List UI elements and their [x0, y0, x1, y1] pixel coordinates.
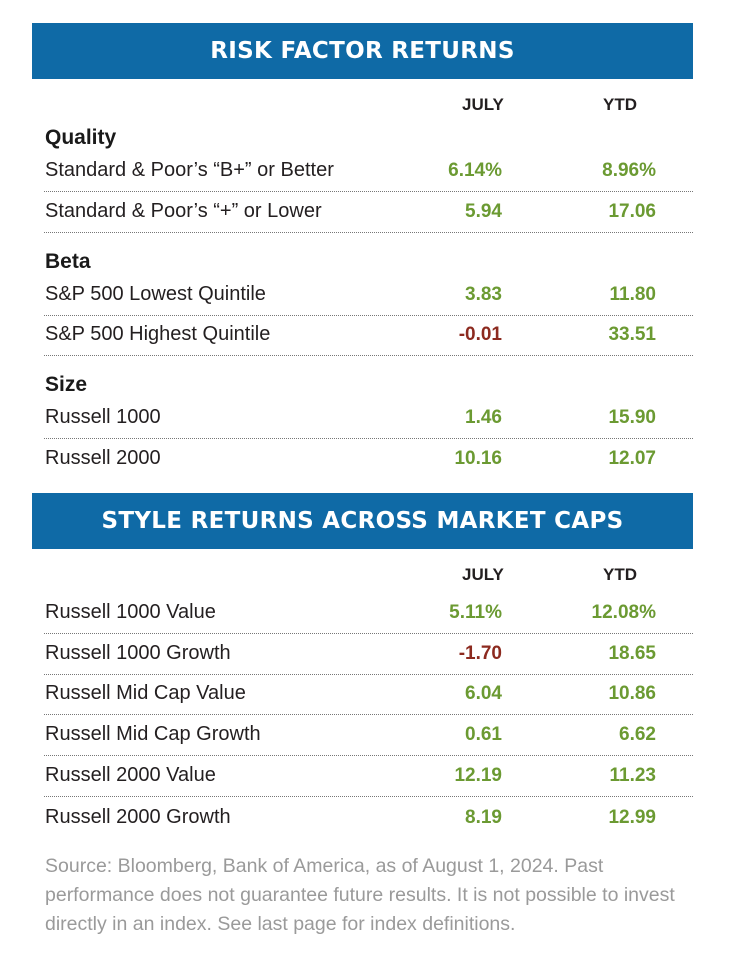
- july-value: 12.19: [454, 765, 502, 786]
- row-label: Russell 1000 Value: [45, 601, 216, 623]
- ytd-value: 33.51: [608, 324, 656, 345]
- ytd-value: 12.07: [608, 448, 656, 469]
- row-label: S&P 500 Lowest Quintile: [45, 283, 266, 305]
- ytd-value: 11.80: [609, 284, 657, 305]
- july-value: 8.19: [465, 807, 502, 828]
- july-value: 0.61: [465, 724, 502, 745]
- ytd-value: 12.08%: [591, 602, 656, 623]
- ytd-value: 15.90: [608, 407, 656, 428]
- july-value: 5.11%: [449, 602, 502, 623]
- risk-factor-july-header: JULY: [462, 95, 504, 114]
- row-label: Russell 2000 Growth: [45, 806, 231, 828]
- table-row: Standard & Poor’s “B+” or Better 6.14% 8…: [44, 153, 693, 192]
- row-label: S&P 500 Highest Quintile: [45, 323, 271, 345]
- row-label: Russell Mid Cap Value: [45, 682, 246, 704]
- row-label: Russell 1000: [45, 406, 161, 428]
- style-returns-ytd-header: YTD: [603, 565, 637, 584]
- table-row: Russell Mid Cap Growth 0.61 6.62: [44, 717, 693, 756]
- table-row: Russell 1000 Growth -1.70 18.65: [44, 636, 693, 675]
- ytd-value: 11.23: [609, 765, 657, 786]
- table-row: Standard & Poor’s “+” or Lower 5.94 17.0…: [44, 194, 693, 233]
- ytd-value: 17.06: [608, 201, 656, 222]
- july-value: 10.16: [454, 448, 502, 469]
- row-label: Standard & Poor’s “B+” or Better: [45, 159, 334, 181]
- row-label: Russell Mid Cap Growth: [45, 723, 261, 745]
- risk-factor-ytd-header: YTD: [603, 95, 637, 114]
- july-value: 5.94: [465, 201, 502, 222]
- ytd-value: 12.99: [608, 807, 656, 828]
- group-title-beta: Beta: [45, 250, 91, 273]
- row-label: Russell 2000 Value: [45, 764, 216, 786]
- table-row: Russell 1000 1.46 15.90: [44, 400, 693, 439]
- risk-factor-returns-title: RISK FACTOR RETURNS: [210, 38, 515, 64]
- style-returns-banner: STYLE RETURNS ACROSS MARKET CAPS: [32, 493, 693, 549]
- ytd-value: 10.86: [608, 683, 656, 704]
- table-row: Russell 2000 Value 12.19 11.23: [44, 758, 693, 797]
- ytd-value: 6.62: [619, 724, 656, 745]
- july-value: 1.46: [465, 407, 502, 428]
- july-value: 6.14%: [448, 160, 502, 181]
- table-row: Russell 2000 10.16 12.07: [44, 441, 693, 479]
- table-row: Russell 1000 Value 5.11% 12.08%: [44, 595, 693, 634]
- table-row: S&P 500 Highest Quintile -0.01 33.51: [44, 317, 693, 356]
- ytd-value: 8.96%: [602, 160, 656, 181]
- july-value: -1.70: [458, 643, 502, 664]
- table-row: Russell Mid Cap Value 6.04 10.86: [44, 676, 693, 715]
- july-value: 6.04: [465, 683, 502, 704]
- risk-factor-returns-banner: RISK FACTOR RETURNS: [32, 23, 693, 79]
- row-label: Russell 2000: [45, 447, 161, 469]
- ytd-value: 18.65: [608, 643, 656, 664]
- group-title-size: Size: [45, 373, 88, 396]
- july-value: 3.83: [465, 284, 502, 305]
- july-value: -0.01: [458, 324, 502, 345]
- table-row: S&P 500 Lowest Quintile 3.83 11.80: [44, 277, 693, 316]
- table-row: Russell 2000 Growth 8.19 12.99: [44, 800, 693, 838]
- style-returns-july-header: JULY: [462, 565, 504, 584]
- source-footnote: Source: Bloomberg, Bank of America, as o…: [45, 855, 675, 935]
- row-label: Russell 1000 Growth: [45, 642, 231, 664]
- row-label: Standard & Poor’s “+” or Lower: [45, 200, 322, 222]
- group-title-quality: Quality: [45, 126, 117, 149]
- style-returns-title: STYLE RETURNS ACROSS MARKET CAPS: [101, 508, 624, 534]
